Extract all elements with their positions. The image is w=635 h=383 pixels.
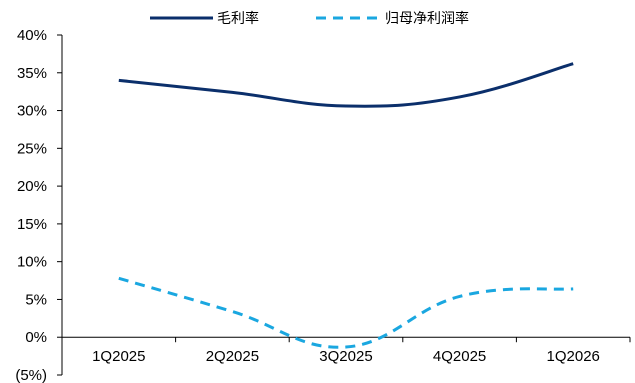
y-tick-label: 15%: [17, 216, 47, 233]
y-tick-label: 20%: [17, 178, 47, 195]
x-tick-label: 4Q2025: [433, 348, 486, 365]
x-tick-label: 3Q2025: [319, 348, 372, 365]
y-tick-label: 5%: [25, 291, 47, 308]
y-tick-label: 35%: [17, 65, 47, 82]
legend-label-gross-margin: 毛利率: [217, 10, 259, 27]
x-axis: 1Q2025 2Q2025 3Q2025 4Q2025 1Q2026: [61, 336, 631, 365]
x-tick-label: 1Q2025: [92, 348, 145, 365]
series-line-net-margin: [118, 276, 574, 349]
y-tick-label: 10%: [17, 254, 47, 271]
x-tick-label: 1Q2026: [547, 348, 600, 365]
y-tick-label: (5%): [15, 367, 47, 383]
y-tick-label: 25%: [17, 140, 47, 157]
y-tick-label: 40%: [17, 27, 47, 44]
legend: 毛利率 归母净利润率: [150, 10, 469, 27]
series-line-gross-margin: [118, 62, 574, 108]
x-tick-label: 2Q2025: [206, 348, 259, 365]
series-layer: [118, 62, 574, 349]
y-tick-label: 0%: [25, 329, 47, 346]
y-axis: (5%) 0% 5% 10% 15% 20% 25% 30% 35% 40%: [15, 27, 63, 383]
y-tick-label: 30%: [17, 103, 47, 120]
legend-label-net-margin: 归母净利润率: [385, 10, 469, 27]
